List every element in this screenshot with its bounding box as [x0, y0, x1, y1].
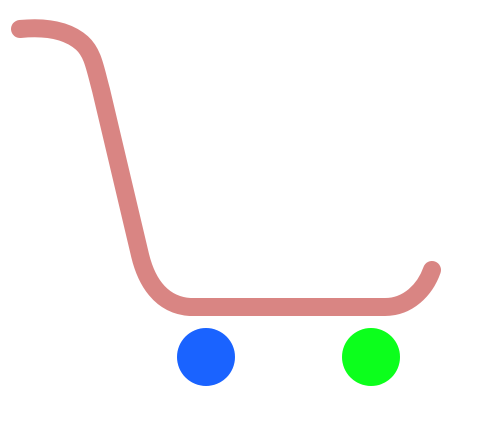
- left-wheel: [177, 328, 235, 386]
- cart-frame: [11, 19, 441, 316]
- right-wheel: [342, 328, 400, 386]
